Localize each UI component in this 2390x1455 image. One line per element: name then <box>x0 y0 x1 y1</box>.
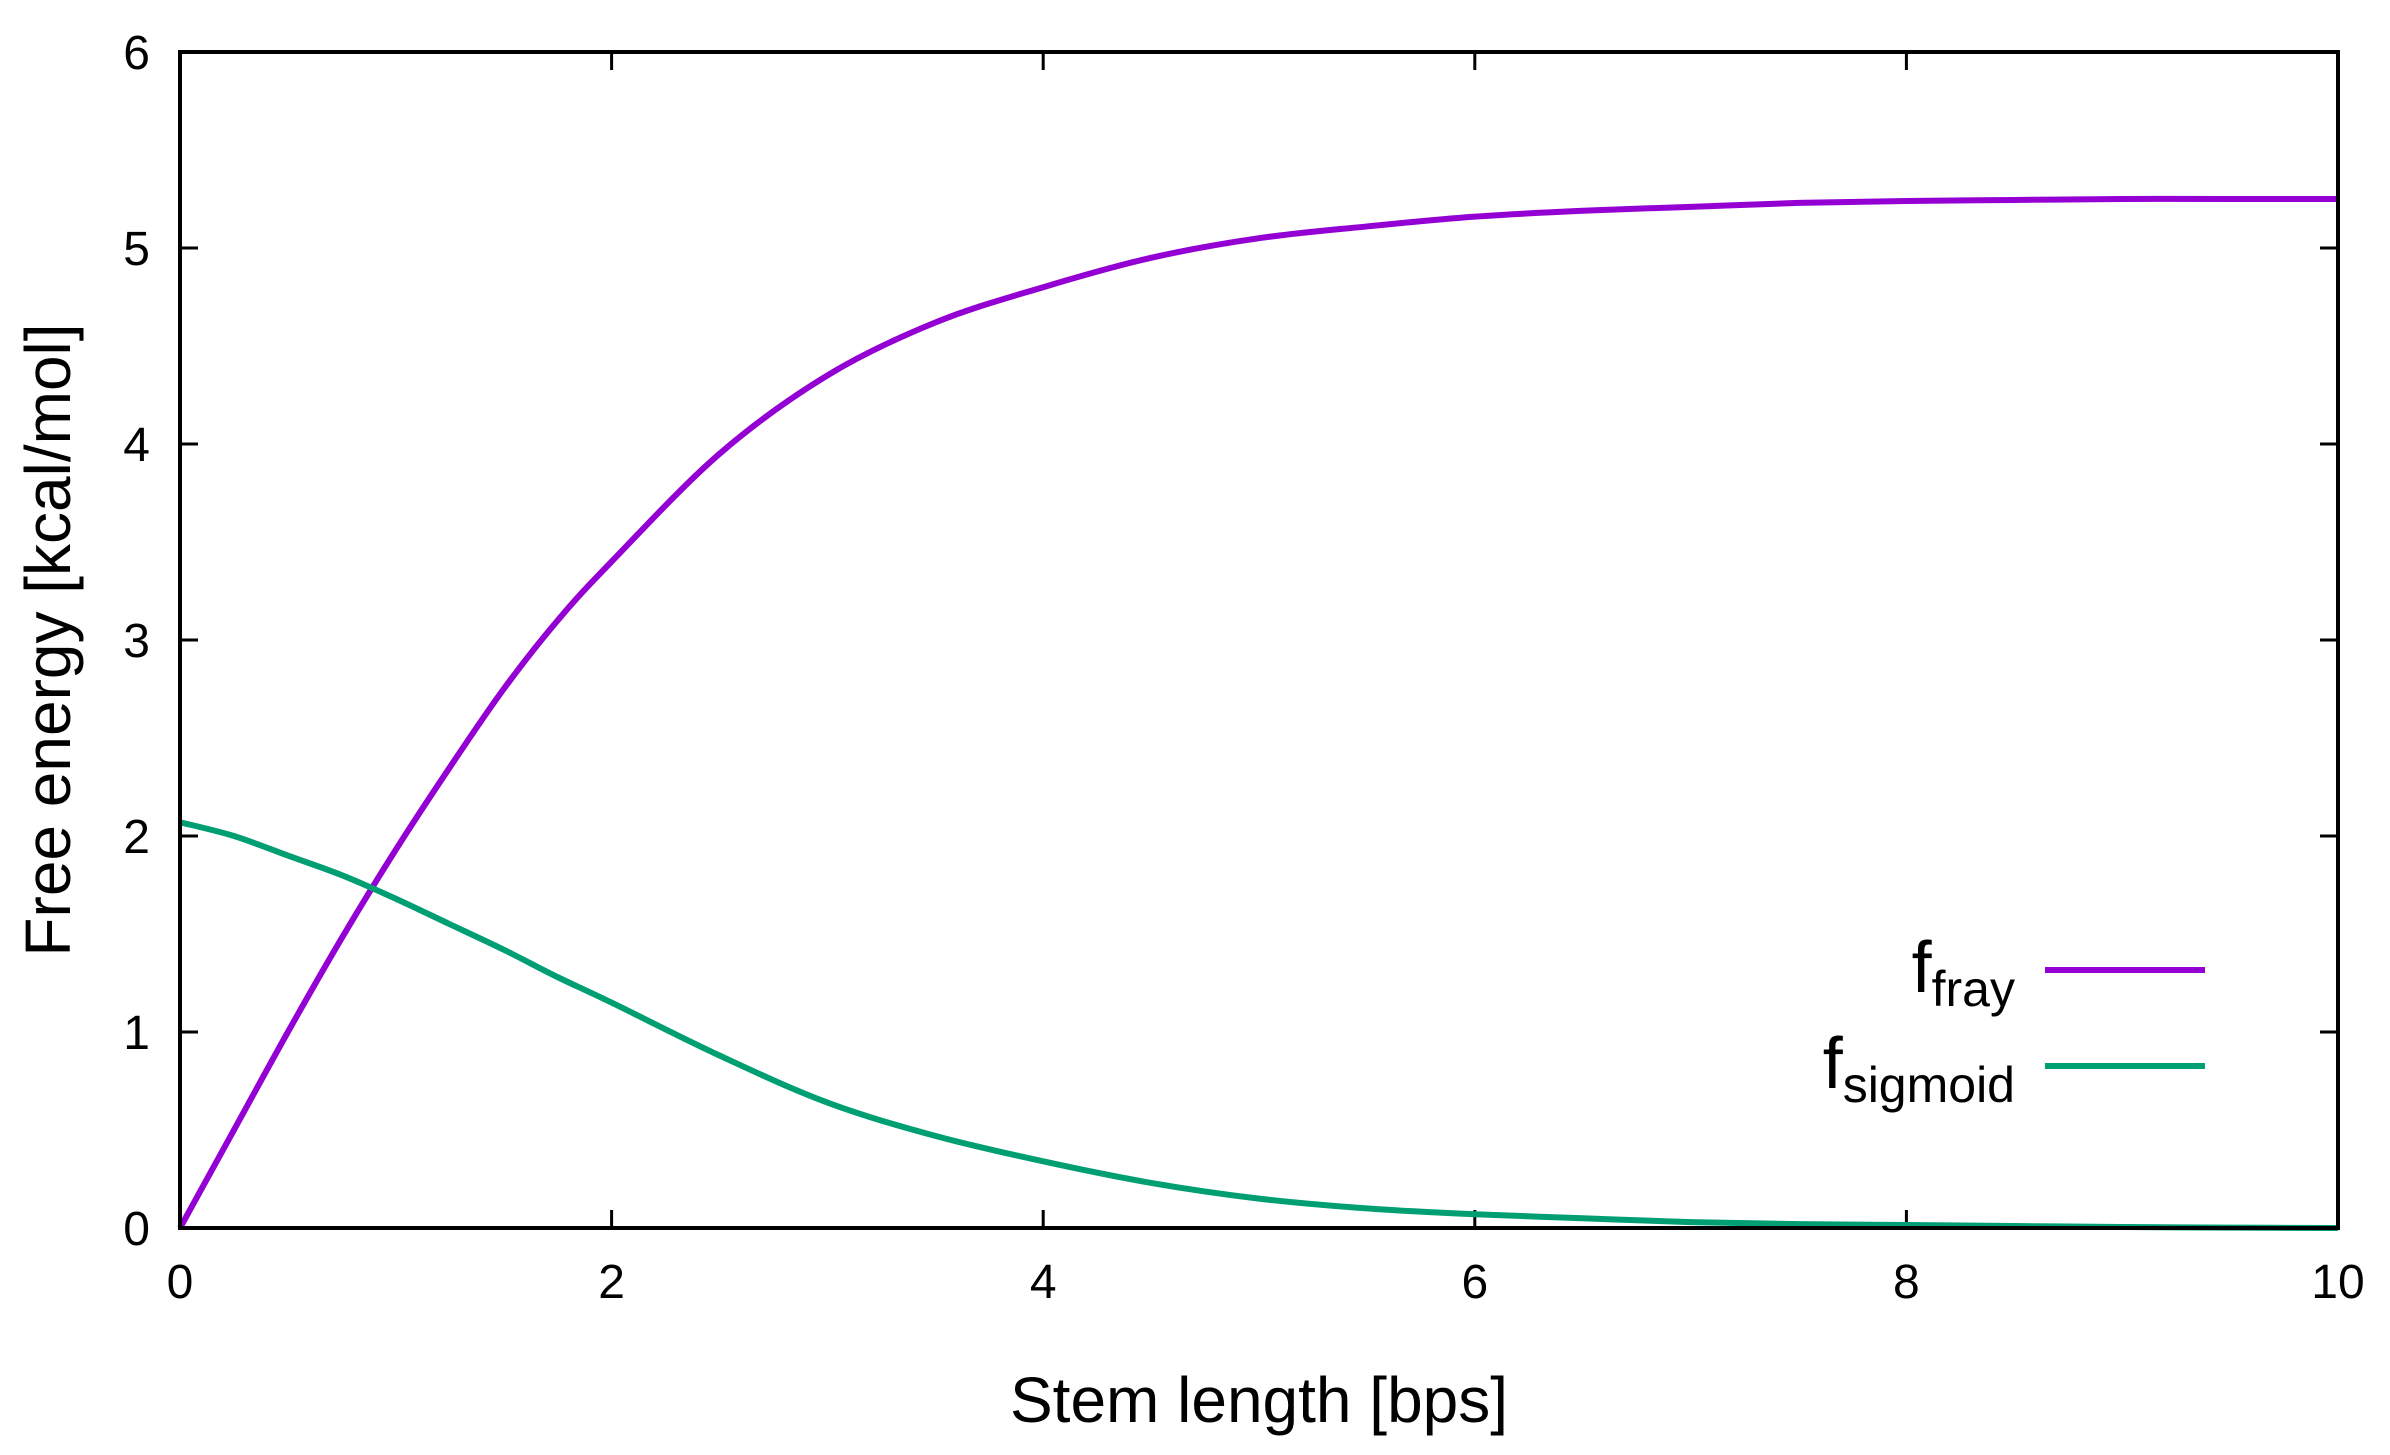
y-tick-label: 6 <box>123 27 150 80</box>
legend-label-sigmoid: fsigmoid <box>1823 1024 2015 1113</box>
y-axis-label: Free energy [kcal/mol] <box>12 323 84 956</box>
legend-label-subscript: fray <box>1932 961 2015 1017</box>
x-axis-label: Stem length [bps] <box>1010 1364 1508 1436</box>
x-tick-label: 6 <box>1461 1256 1488 1309</box>
x-tick-label: 8 <box>1893 1256 1920 1309</box>
x-tick-label: 4 <box>1030 1256 1057 1309</box>
legend-label-subscript: sigmoid <box>1843 1057 2015 1113</box>
ticks-layer <box>178 50 2340 1230</box>
series-layer <box>177 195 2339 1231</box>
y-tick-label: 5 <box>123 223 150 276</box>
labels-layer: 0 2 4 6 8 10 0 1 2 3 4 5 6 <box>123 27 2364 1309</box>
legend-label-main: f <box>1823 1024 1844 1104</box>
x-tick-label: 2 <box>598 1256 625 1309</box>
y-tick-label: 3 <box>123 615 150 668</box>
legend-label-main: f <box>1912 928 1933 1008</box>
y-tick-label: 0 <box>123 1203 150 1256</box>
series-line-fray <box>177 195 2338 1230</box>
x-tick-label: 0 <box>167 1256 194 1309</box>
y-tick-label: 1 <box>123 1007 150 1060</box>
series-line-sigmoid <box>179 819 2339 1231</box>
x-tick-label: 10 <box>2311 1256 2364 1309</box>
y-tick-label: 4 <box>123 419 150 472</box>
legend-label-fray: ffray <box>1912 928 2015 1017</box>
y-tick-label: 2 <box>123 811 150 864</box>
plot-frame <box>178 50 2340 1230</box>
